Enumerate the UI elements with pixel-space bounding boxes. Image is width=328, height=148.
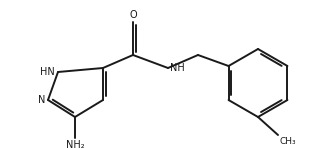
Text: O: O xyxy=(129,10,137,20)
Text: NH: NH xyxy=(170,63,185,73)
Text: N: N xyxy=(38,95,45,105)
Text: NH₂: NH₂ xyxy=(66,140,84,148)
Text: HN: HN xyxy=(40,67,55,77)
Text: CH₃: CH₃ xyxy=(280,137,297,146)
